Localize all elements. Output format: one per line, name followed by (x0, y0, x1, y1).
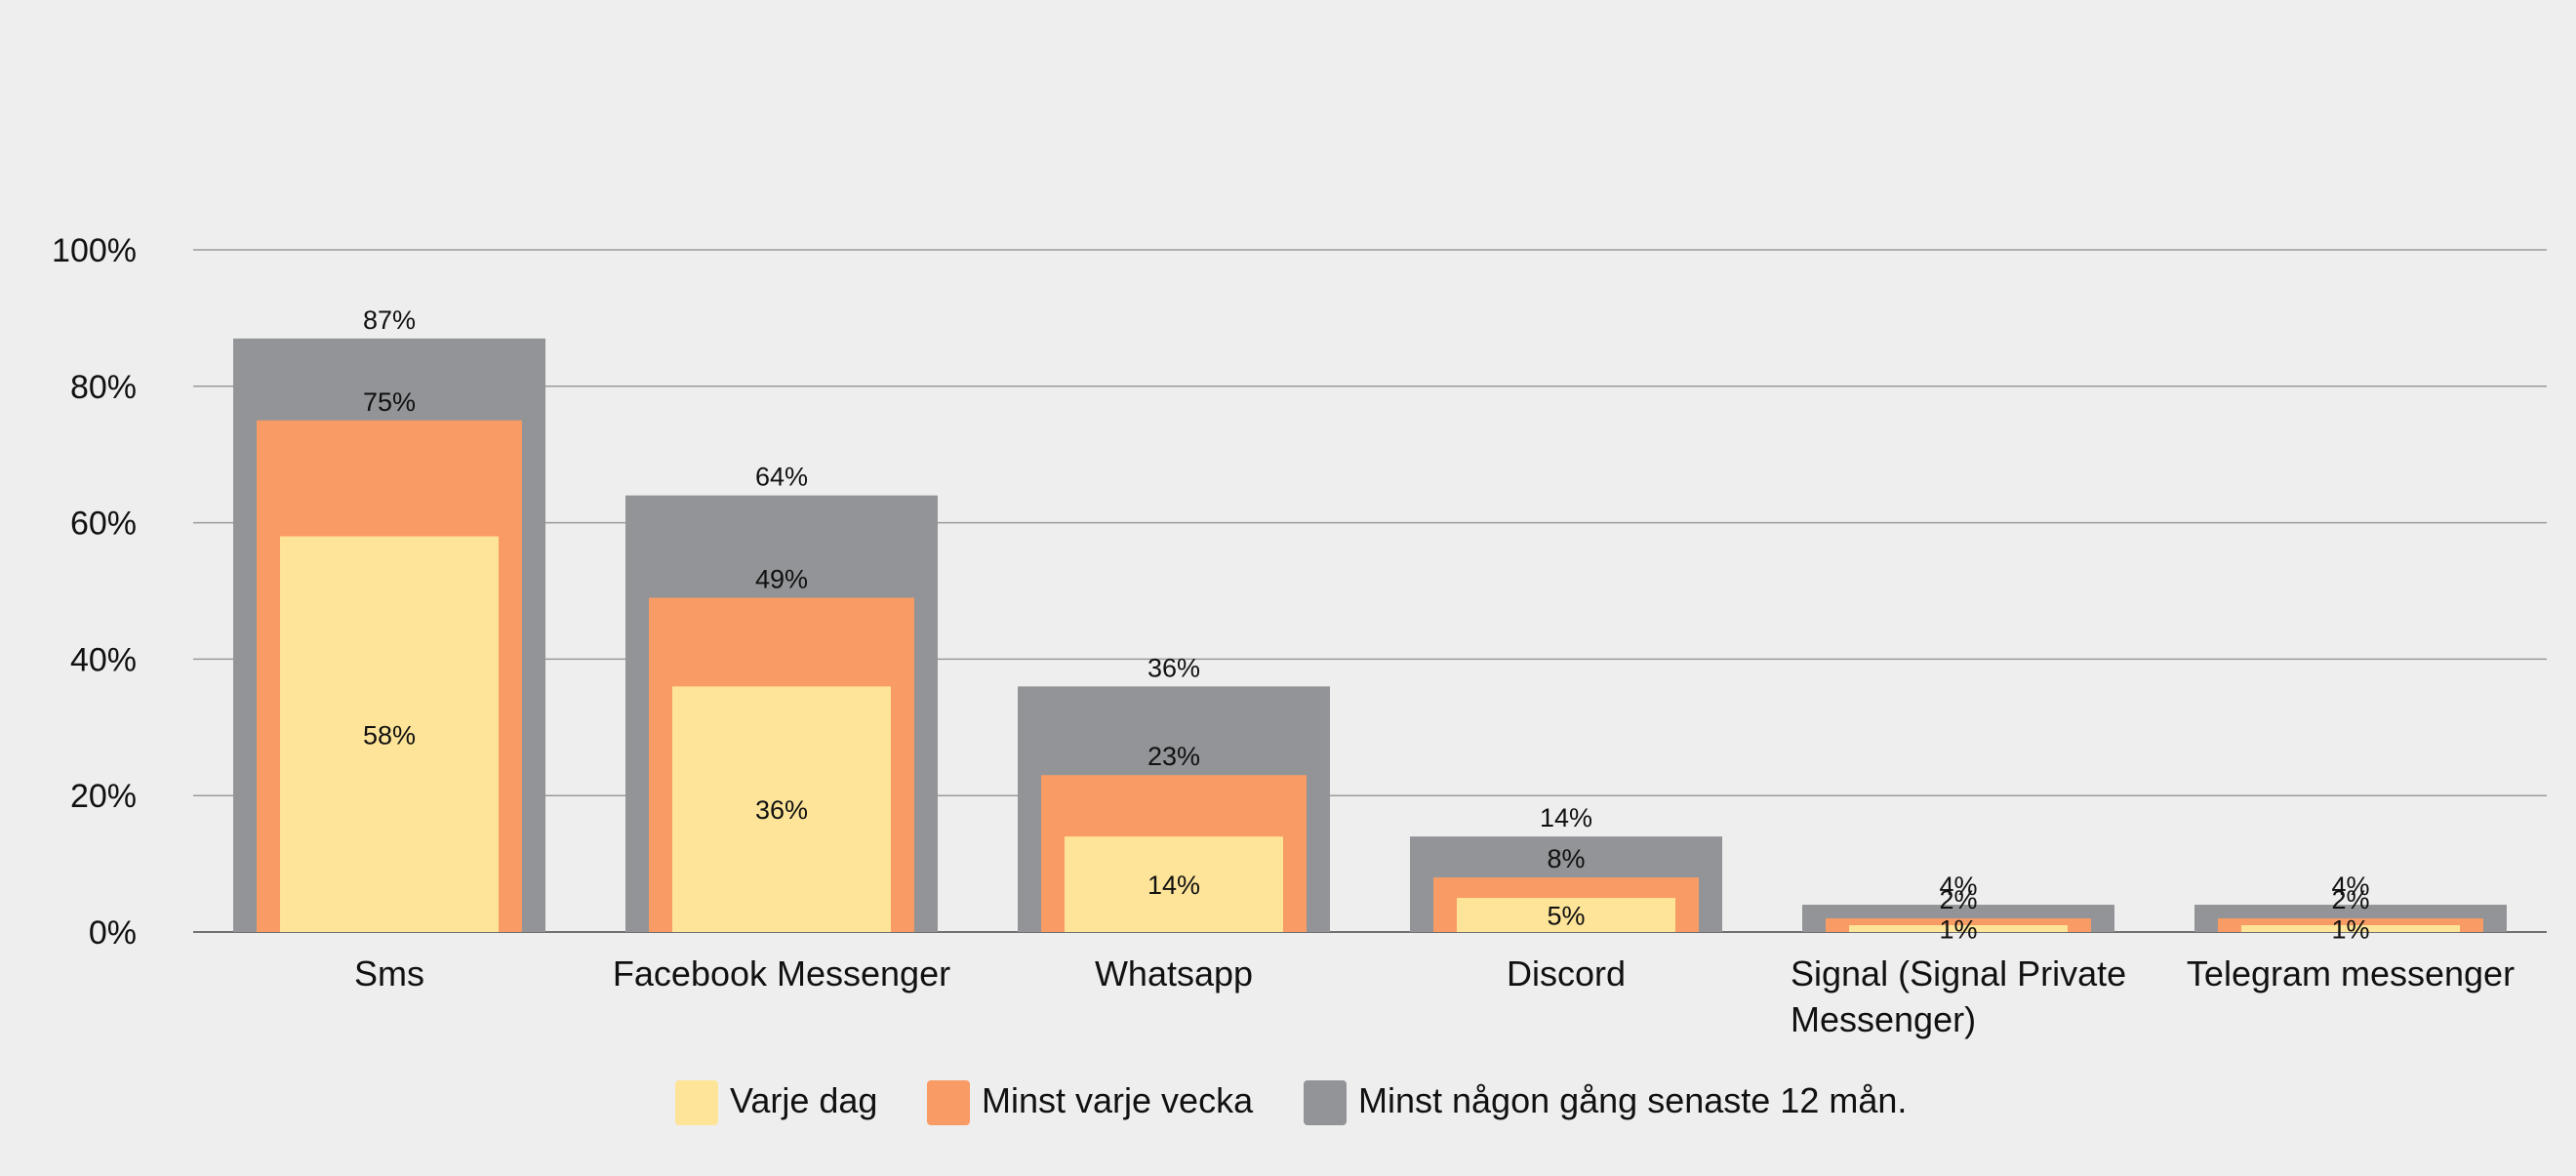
data-label: 4% (1939, 872, 1977, 901)
bar (1849, 925, 2068, 932)
y-tick-label: 100% (52, 232, 137, 269)
x-tick-label: Telegram messenger (2187, 953, 2515, 994)
data-label: 58% (363, 720, 416, 750)
legend-swatch (675, 1080, 718, 1125)
legend-swatch (1304, 1080, 1347, 1125)
bar (1457, 898, 1675, 932)
data-label: 1% (1939, 915, 1977, 945)
data-label: 64% (755, 463, 808, 492)
y-tick-label: 20% (70, 778, 137, 815)
x-tick-label: Sms (354, 953, 424, 994)
y-tick-label: 80% (70, 369, 137, 406)
data-label: 23% (1147, 742, 1200, 771)
bar (280, 536, 499, 932)
bar (2241, 925, 2460, 932)
y-tick-label: 60% (70, 506, 137, 543)
y-tick-label: 0% (89, 914, 137, 952)
legend-swatch (927, 1080, 970, 1125)
data-label: 49% (755, 564, 808, 593)
bar (672, 686, 891, 932)
y-tick-label: 40% (70, 641, 137, 678)
x-tick-label: Signal (Signal Private Messenger) (1791, 953, 2126, 1039)
data-label: 36% (1147, 653, 1200, 682)
data-label: 36% (755, 795, 808, 825)
data-label: 87% (363, 305, 416, 335)
legend-label: Minst någon gång senaste 12 mån. (1358, 1080, 1907, 1120)
legend-label: Minst varje vecka (982, 1080, 1254, 1120)
data-label: 4% (2331, 872, 2369, 901)
data-label: 75% (363, 387, 416, 417)
data-label: 8% (1547, 844, 1585, 873)
legend-label: Varje dag (730, 1080, 877, 1120)
x-tick-label: Facebook Messenger (613, 953, 950, 994)
data-label: 1% (2331, 915, 2369, 945)
data-label: 5% (1547, 902, 1585, 931)
data-label: 2% (2331, 885, 2369, 914)
x-tick-label: Discord (1507, 953, 1626, 994)
data-label: 14% (1147, 871, 1200, 900)
bar (1065, 836, 1283, 932)
data-label: 2% (1939, 885, 1977, 914)
data-label: 14% (1540, 803, 1592, 832)
x-tick-label: Whatsapp (1095, 953, 1253, 994)
